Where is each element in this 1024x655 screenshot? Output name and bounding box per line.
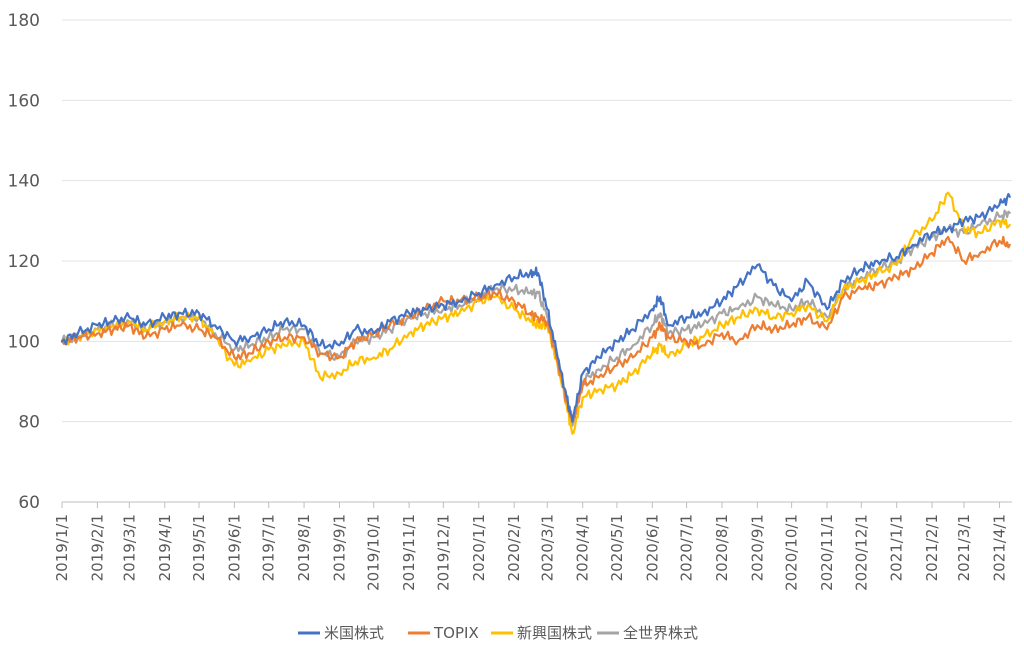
y-tick-label: 140 xyxy=(8,172,40,192)
legend-item: 新興国株式 xyxy=(491,624,592,642)
legend-item: 米国株式 xyxy=(298,624,384,642)
x-tick-label: 2020/6/1 xyxy=(643,514,661,581)
x-tick-label: 2019/7/1 xyxy=(260,514,278,581)
y-tick-label: 120 xyxy=(8,252,40,272)
x-axis: 2019/1/1 2019/2/1 2019/3/1 2019/4/1 2019/5/1… xyxy=(53,501,1012,591)
x-tick-label: 2020/11/1 xyxy=(818,514,836,591)
x-tick-label: 2020/2/1 xyxy=(505,514,523,581)
x-tick-label: 2019/4/1 xyxy=(156,514,174,581)
series-line-2 xyxy=(60,191,1011,435)
x-tick-label: 2020/5/1 xyxy=(608,514,626,581)
gridlines xyxy=(62,19,1012,423)
x-tick-label: 2019/2/1 xyxy=(88,514,106,581)
y-tick-label: 180 xyxy=(8,11,40,31)
legend: 米国株式 TOPIX 新興国株式 全世界株式 xyxy=(298,624,698,642)
x-tick-label: 2021/3/1 xyxy=(955,514,973,581)
x-tick-label: 2020/7/1 xyxy=(678,514,696,581)
legend-item: TOPIX xyxy=(408,624,479,642)
legend-label: TOPIX xyxy=(433,624,479,642)
x-tick-label: 2020/4/1 xyxy=(574,514,592,581)
y-axis-tick-labels: 60 80 100 120 140 160 180 xyxy=(8,11,40,513)
x-tick-label: 2019/10/1 xyxy=(365,514,383,591)
x-tick-label: 2019/12/1 xyxy=(434,514,452,591)
y-tick-label: 80 xyxy=(18,413,40,433)
legend-label: 新興国株式 xyxy=(517,624,592,642)
y-tick-label: 100 xyxy=(8,332,40,352)
x-tick-label: 2021/4/1 xyxy=(990,514,1008,581)
x-tick-label: 2020/8/1 xyxy=(713,514,731,581)
x-tick-label: 2020/9/1 xyxy=(748,514,766,581)
y-tick-label: 60 xyxy=(18,493,40,513)
x-tick-label: 2020/3/1 xyxy=(538,514,556,581)
series-line-0 xyxy=(60,192,1011,423)
x-tick-label: 2019/8/1 xyxy=(295,514,313,581)
series-line-3 xyxy=(60,209,1011,427)
x-tick-label: 2021/1/1 xyxy=(888,514,906,581)
x-tick-label: 2019/6/1 xyxy=(225,514,243,581)
x-tick-label: 2019/3/1 xyxy=(120,514,138,581)
legend-label: 米国株式 xyxy=(324,624,384,642)
x-tick-label: 2019/5/1 xyxy=(190,514,208,581)
x-tick-label: 2019/11/1 xyxy=(400,514,418,591)
y-tick-label: 160 xyxy=(8,91,40,111)
series-line-1 xyxy=(60,235,1011,423)
legend-label: 全世界株式 xyxy=(623,624,698,642)
x-tick-label: 2019/9/1 xyxy=(330,514,348,581)
series-lines xyxy=(60,191,1011,435)
x-tick-label: 2021/2/1 xyxy=(923,514,941,581)
legend-item: 全世界株式 xyxy=(597,624,698,642)
x-tick-label: 2019/1/1 xyxy=(53,514,71,581)
x-tick-label: 2020/1/1 xyxy=(470,514,488,581)
x-tick-label: 2020/10/1 xyxy=(783,514,801,591)
x-tick-label: 2020/12/1 xyxy=(852,514,870,591)
